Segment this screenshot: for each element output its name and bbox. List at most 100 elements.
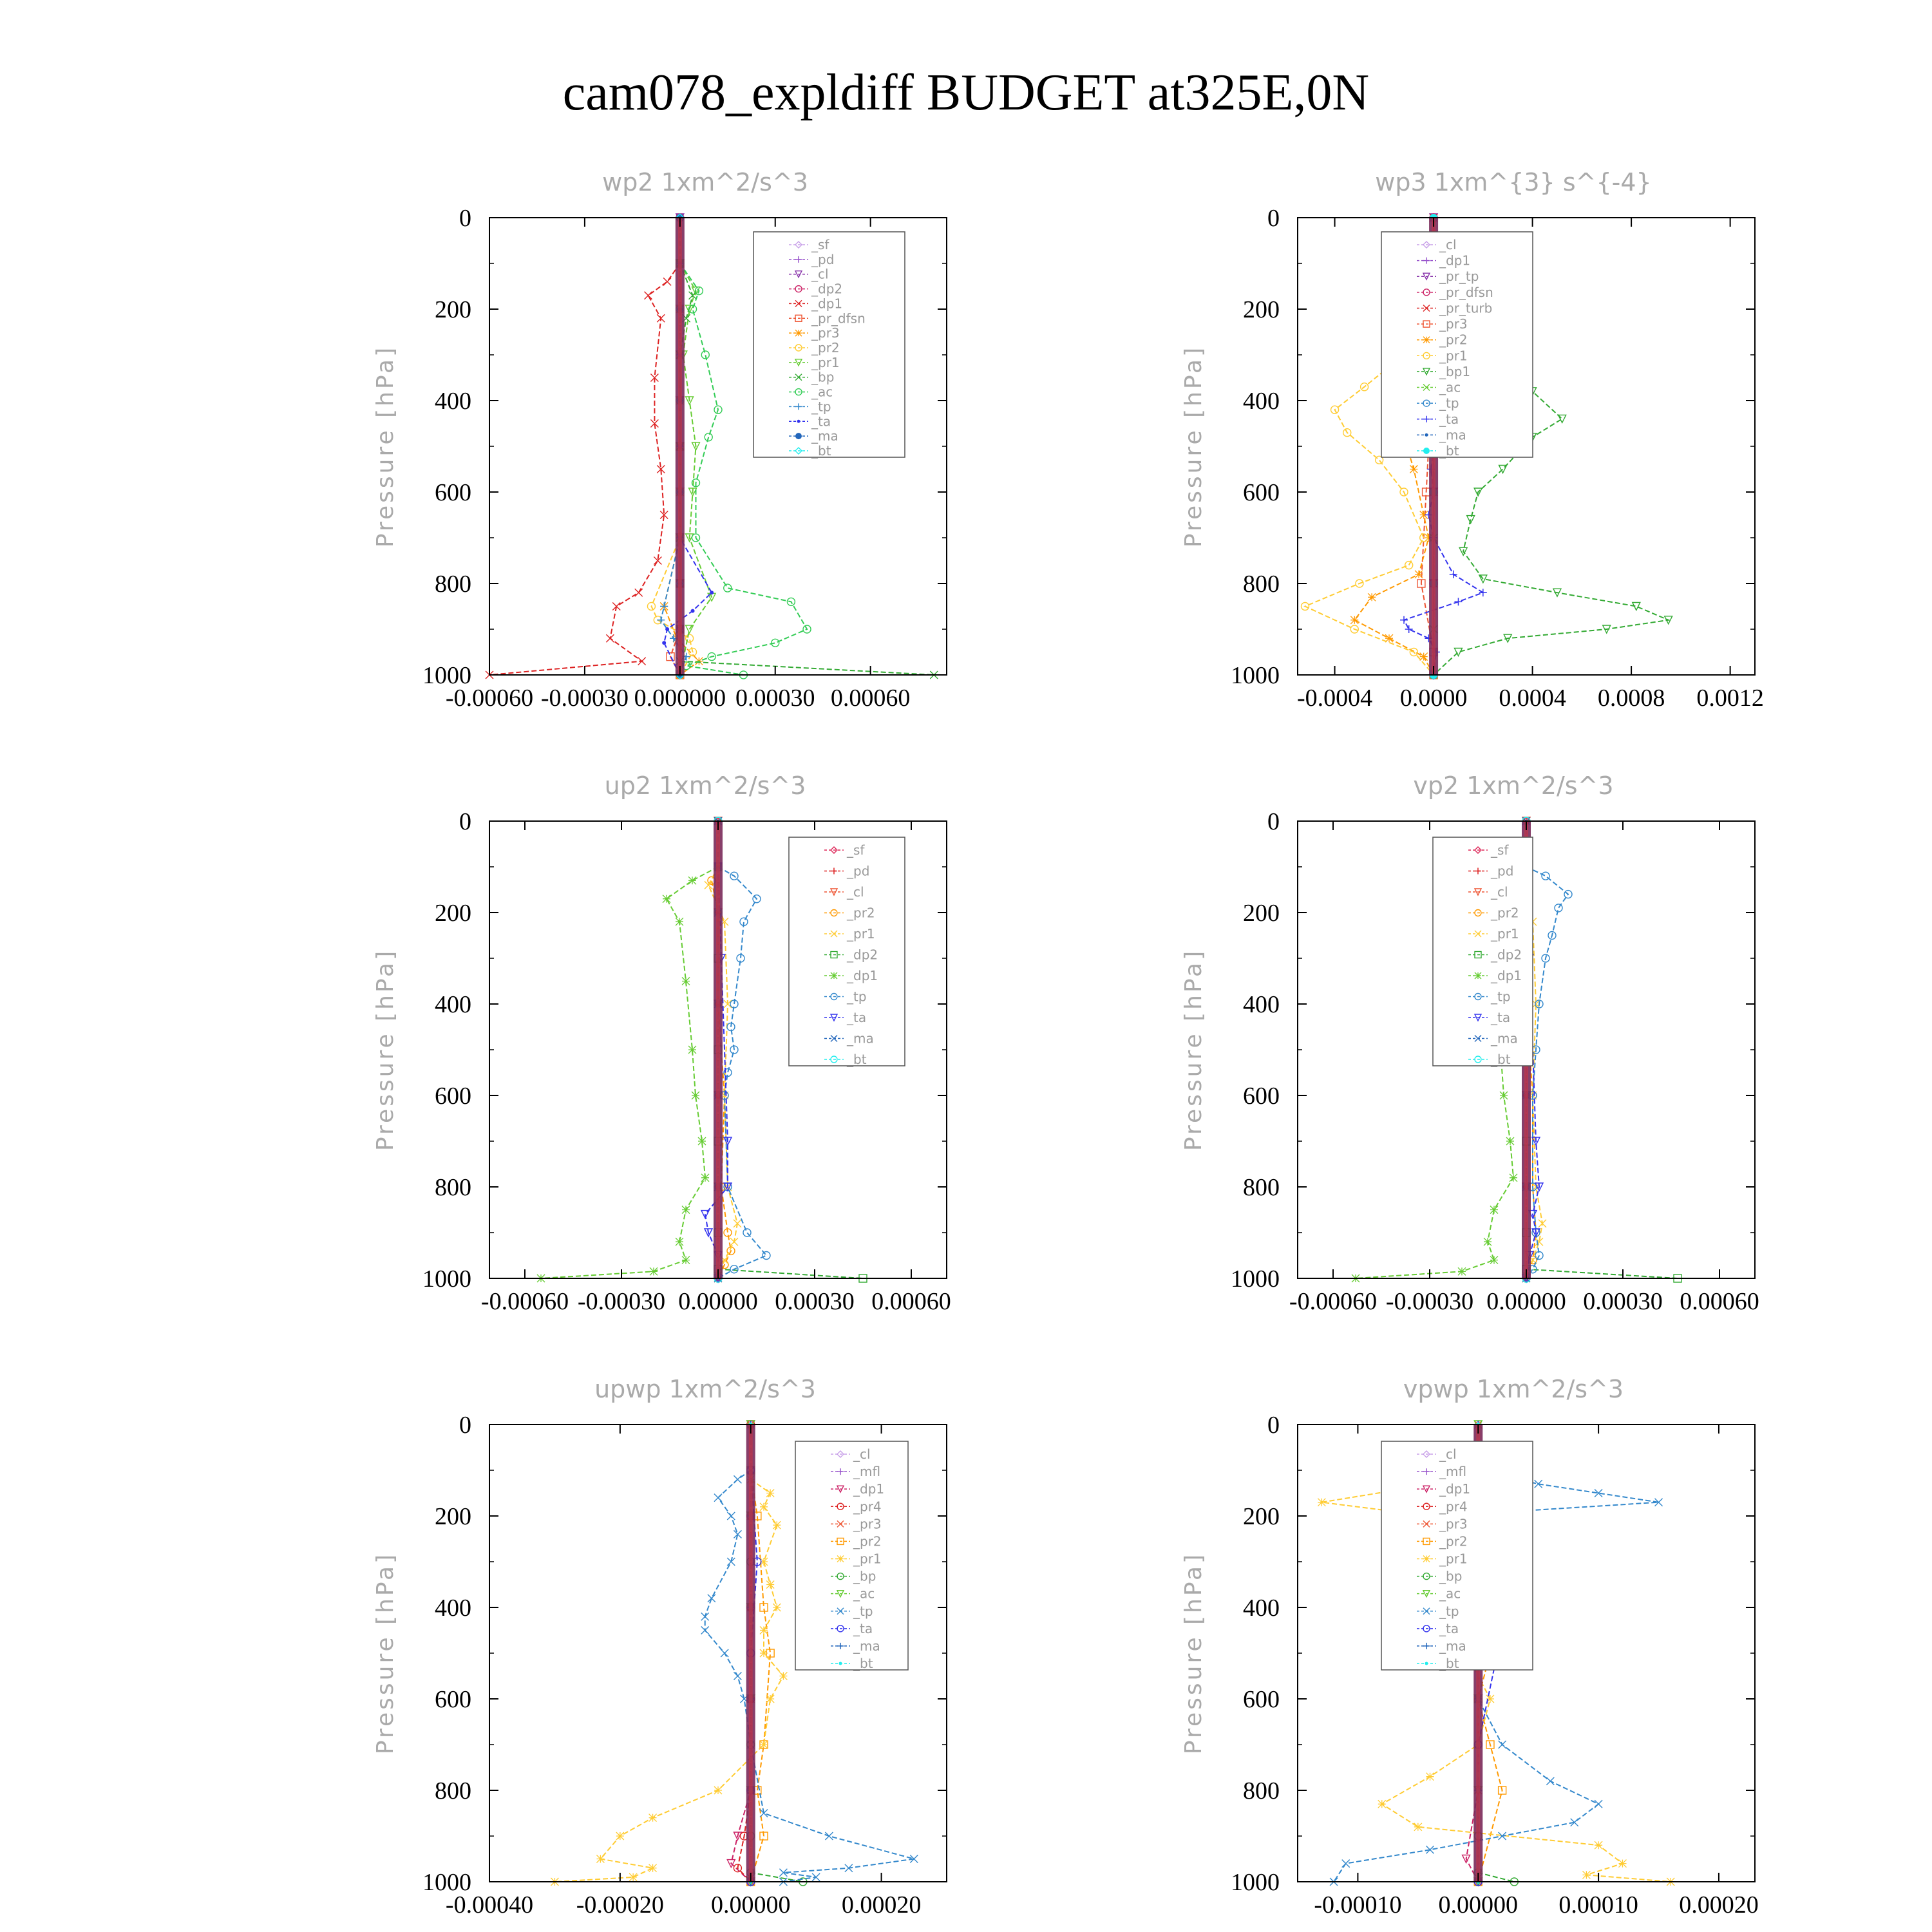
data-point xyxy=(1498,1740,1507,1749)
data-point xyxy=(723,583,732,592)
legend-entry: _mfl xyxy=(853,1464,880,1479)
legend-entry: _pd xyxy=(1490,864,1513,879)
data-point xyxy=(1534,1479,1543,1488)
series-line xyxy=(663,263,713,676)
data-point xyxy=(659,511,668,519)
series-line xyxy=(750,1470,772,1882)
data-point xyxy=(1564,889,1573,899)
legend-marker xyxy=(1422,1589,1431,1598)
legend-entry: _pr_dfsn xyxy=(811,310,866,326)
data-point xyxy=(766,1694,775,1703)
y-tick-label: 0 xyxy=(459,808,471,835)
series-line xyxy=(707,866,739,1279)
legend-entry: _dp2 xyxy=(1490,947,1522,963)
legend-marker xyxy=(830,846,838,854)
legend-marker xyxy=(837,1450,844,1458)
data-point xyxy=(656,465,665,473)
data-point xyxy=(662,895,671,904)
legend-box xyxy=(795,1441,909,1671)
series-line xyxy=(679,263,713,676)
legend-marker xyxy=(1423,241,1430,249)
x-tick-label: -0.00030 xyxy=(541,685,629,712)
y-tick-label: 800 xyxy=(1243,1777,1280,1804)
y-tick-label: 400 xyxy=(1243,991,1280,1018)
data-point xyxy=(759,1603,768,1612)
legend-marker xyxy=(795,241,802,249)
legend-marker xyxy=(837,1502,844,1510)
data-point xyxy=(649,1814,658,1823)
legend-box xyxy=(1381,231,1533,458)
x-tick-label: -0.00030 xyxy=(578,1288,665,1315)
y-tick-label: 400 xyxy=(435,1595,471,1622)
legend-marker xyxy=(795,447,802,455)
y-axis-label: Pressure [hPa] xyxy=(1180,949,1207,1151)
data-point xyxy=(691,478,701,488)
series-line xyxy=(717,866,768,1279)
legend-entry: _pr1 xyxy=(846,926,875,942)
data-point xyxy=(1535,999,1544,1009)
data-point xyxy=(1535,1251,1544,1260)
data-point xyxy=(730,871,739,880)
x-tick-label: 0.000000 xyxy=(634,685,726,712)
data-point xyxy=(703,1228,714,1238)
legend-entry: _bp xyxy=(811,370,834,385)
legend-entry: _ma xyxy=(853,1638,880,1654)
data-point xyxy=(685,305,694,314)
legend-marker xyxy=(830,951,838,959)
legend-entry: _pr1 xyxy=(1439,1551,1468,1567)
legend: _sf_pd_cl_dp2_dp1_pr_dfsn_pr3_pr2_pr1_bp… xyxy=(753,231,905,459)
legend: _sf _pd _cl _pr2 _pr1 _dp2 _dp1 _tp _ta _ma _bt xyxy=(788,837,905,1067)
data-point xyxy=(1341,1859,1350,1868)
x-tick-label: -0.00010 xyxy=(1314,1891,1401,1918)
series-line xyxy=(1526,867,1678,1279)
legend-entry: _ac xyxy=(811,384,833,400)
x-tick-label: -0.00020 xyxy=(576,1891,664,1918)
y-tick-label: 600 xyxy=(1243,1083,1280,1110)
legend-marker xyxy=(1423,1468,1430,1475)
series-line xyxy=(1433,286,1671,676)
y-tick-label: 0 xyxy=(1267,205,1280,232)
chart-panel: vpwp 1xm^2/s^3 Pressure [hPa] 0 200 400 600 80… xyxy=(1180,1375,1759,1918)
legend-entry: _cl xyxy=(1490,884,1508,900)
legend-entry: _pd xyxy=(846,864,869,879)
series-markers xyxy=(676,259,811,679)
data-point xyxy=(726,1511,735,1520)
legend: _cl _mfl _dp1 _pr4 _pr3 _pr2 _pr1 _bp _ac _tp _ta _… xyxy=(795,1441,909,1671)
data-point xyxy=(1374,455,1384,464)
legend-entry: _bt xyxy=(1490,1052,1511,1067)
series-line xyxy=(650,263,694,676)
data-point xyxy=(726,1557,735,1566)
data-point xyxy=(681,1206,690,1214)
legend-entry: _dp1 xyxy=(1439,1481,1470,1497)
legend-marker xyxy=(795,388,802,396)
data-point xyxy=(662,641,667,645)
x-tick-label: 0.00000 xyxy=(1486,1288,1566,1315)
series-line xyxy=(1303,286,1435,676)
data-point xyxy=(762,1251,771,1260)
data-point xyxy=(688,876,697,885)
data-point xyxy=(1405,560,1414,570)
data-point xyxy=(726,1859,736,1869)
y-tick-label: 400 xyxy=(435,991,471,1018)
legend-entry: _cl xyxy=(811,267,829,282)
data-point xyxy=(811,1873,820,1882)
legend-entry: _bp xyxy=(1439,1569,1462,1584)
data-point xyxy=(759,1557,768,1566)
legend-entry: _sf xyxy=(1490,842,1509,858)
legend-entry: _tp xyxy=(1439,1604,1459,1619)
data-point xyxy=(1499,1091,1508,1100)
legend-entry: _pd xyxy=(811,252,834,267)
data-point xyxy=(1400,616,1408,624)
legend-marker xyxy=(838,1662,842,1665)
legend-marker xyxy=(795,256,802,263)
data-point xyxy=(1594,1489,1603,1497)
data-point xyxy=(685,533,694,543)
legend-marker xyxy=(1475,867,1481,875)
data-point xyxy=(1663,616,1673,625)
x-tick-label: -0.00060 xyxy=(481,1288,569,1315)
data-point xyxy=(710,591,714,595)
legend-entry: _ac xyxy=(1439,1586,1461,1602)
chart-panel: upwp 1xm^2/s^3 Pressure [hPa] 0 200 400 600 80… xyxy=(372,1375,947,1918)
data-point xyxy=(1557,414,1567,424)
legend-entry: _dp1 xyxy=(853,1481,884,1497)
